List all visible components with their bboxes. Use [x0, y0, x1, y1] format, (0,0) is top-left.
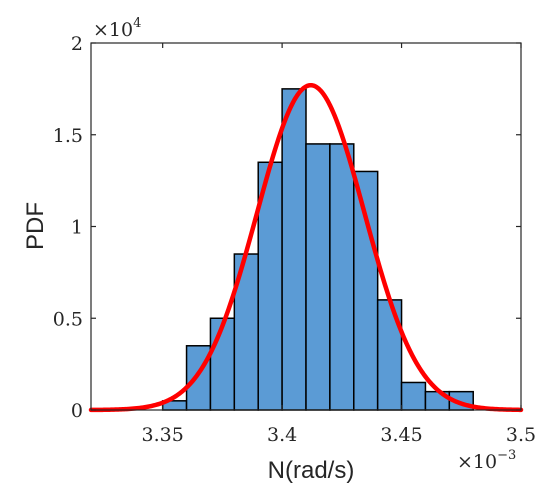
fitted-pdf-curve — [88, 82, 524, 413]
histogram-bar — [400, 381, 427, 411]
histogram-bar — [376, 299, 403, 411]
histogram-bar — [305, 143, 331, 411]
axis-ticks — [91, 42, 522, 411]
x-multiplier: ×10−3 — [457, 448, 516, 473]
y-multiplier: ×104 — [93, 16, 141, 41]
y-axis-label: PDF — [22, 202, 49, 250]
histogram-bar — [353, 170, 379, 411]
x-tick-label: 3.4 — [267, 424, 297, 446]
histogram-bar — [329, 143, 355, 411]
histogram-bar — [281, 88, 307, 411]
y-tick-label: 2 — [71, 33, 83, 55]
x-tick-label: 3.35 — [142, 424, 184, 446]
axis-tick-labels: 3.35 3.4 3.45 3.5 0 0.5 1 1.5 2 — [53, 33, 536, 446]
y-tick-label: 0.5 — [53, 308, 83, 330]
x-tick-label: 3.45 — [380, 424, 422, 446]
y-tick-label: 1 — [71, 217, 83, 239]
histogram-bars — [161, 88, 474, 411]
x-tick-label: 3.5 — [506, 424, 536, 446]
x-axis-label: N(rad/s) — [268, 457, 355, 484]
y-tick-label: 1.5 — [53, 125, 83, 147]
y-tick-label: 0 — [71, 400, 83, 422]
